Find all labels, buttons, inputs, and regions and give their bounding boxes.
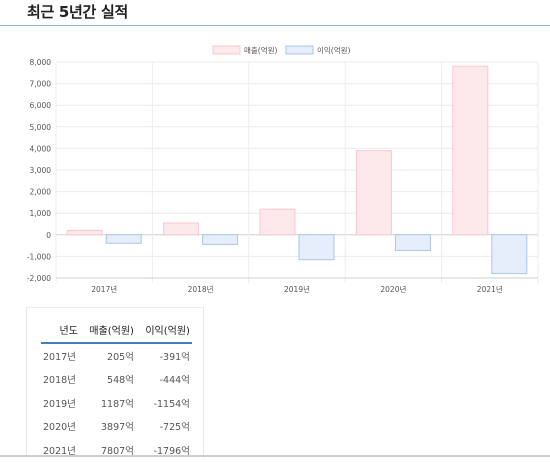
cell-year: 2017년 [43,351,76,363]
section-title: 최근 5년간 실적 [27,3,128,21]
y-tick-label: 8,000 [30,58,52,67]
y-tick-label: 0 [46,231,51,240]
bar-profit [105,234,142,244]
table-row: 2019년 1187억 -1154억 [41,391,192,415]
x-tick-label: 2019년 [284,284,310,294]
y-tick-label: 6,000 [30,101,52,110]
bar-revenue [66,229,103,236]
cell-profit: -391억 [159,351,190,363]
legend-label-profit: 이익(억원) [317,45,351,55]
x-tick-label: 2018년 [188,284,214,294]
legend-label-revenue: 매출(억원) [244,45,278,55]
y-tick-label: 5,000 [30,123,52,132]
bar-profit [394,234,431,251]
table-row: 2020년 3897억 -725억 [41,415,192,439]
legend-swatch-revenue [212,45,241,55]
bar-profit [491,234,528,275]
bar-profit [202,234,239,245]
section-header: 최근 5년간 실적 [0,0,550,26]
bar-revenue [452,65,489,236]
y-tick-label: 7,000 [30,80,52,89]
y-tick-label: -2,000 [27,274,51,283]
y-tick-label: -1,000 [27,252,51,261]
cell-profit: -1796억 [153,445,190,457]
x-tick-label: 2017년 [91,284,117,294]
cell-year: 2020년 [43,422,76,434]
cell-revenue: 205억 [107,351,134,363]
cell-revenue: 3897억 [101,422,134,434]
bar-revenue [163,222,200,236]
table-header-row: 년도 매출(억원) 이익(억원) [41,316,192,344]
performance-table: 년도 매출(억원) 이익(억원) 2017년 205억 -391억 2018년 … [41,316,192,462]
y-tick-label: 2,000 [30,188,52,197]
performance-chart: -2,000 -1,000 0 1,000 2,000 3,000 4,000 5,000 6,… [27,45,539,294]
column-header-profit: 이익(억원) [135,316,192,344]
y-tick-label: 4,000 [30,144,52,153]
legend-swatch-profit [285,45,314,55]
bar-revenue [355,150,392,236]
table-row: 2021년 7807억 -1796억 [41,438,192,462]
column-header-year: 년도 [41,316,80,344]
cell-year: 2019년 [43,398,76,410]
table-row: 2018년 548억 -444억 [41,368,192,392]
x-tick-label: 2021년 [477,284,503,294]
cell-year: 2021년 [43,445,76,457]
cell-revenue: 1187억 [101,398,134,410]
bar-revenue [259,208,296,236]
cell-profit: -1154억 [153,398,190,410]
table-row: 2017년 205억 -391억 [41,343,192,368]
cell-profit: -725억 [159,422,190,434]
performance-table-container: 년도 매출(억원) 이익(억원) 2017년 205억 -391억 2018년 … [26,307,204,458]
cell-revenue: 548억 [107,375,134,387]
y-tick-label: 1,000 [30,209,52,218]
cell-revenue: 7807억 [101,445,134,457]
y-tick-label: 3,000 [30,166,52,175]
x-tick-label: 2020년 [380,284,406,294]
cell-year: 2018년 [43,375,76,387]
column-header-revenue: 매출(억원) [79,316,136,344]
bar-profit [298,234,335,261]
bottom-divider [0,455,550,457]
cell-profit: -444억 [159,375,190,387]
